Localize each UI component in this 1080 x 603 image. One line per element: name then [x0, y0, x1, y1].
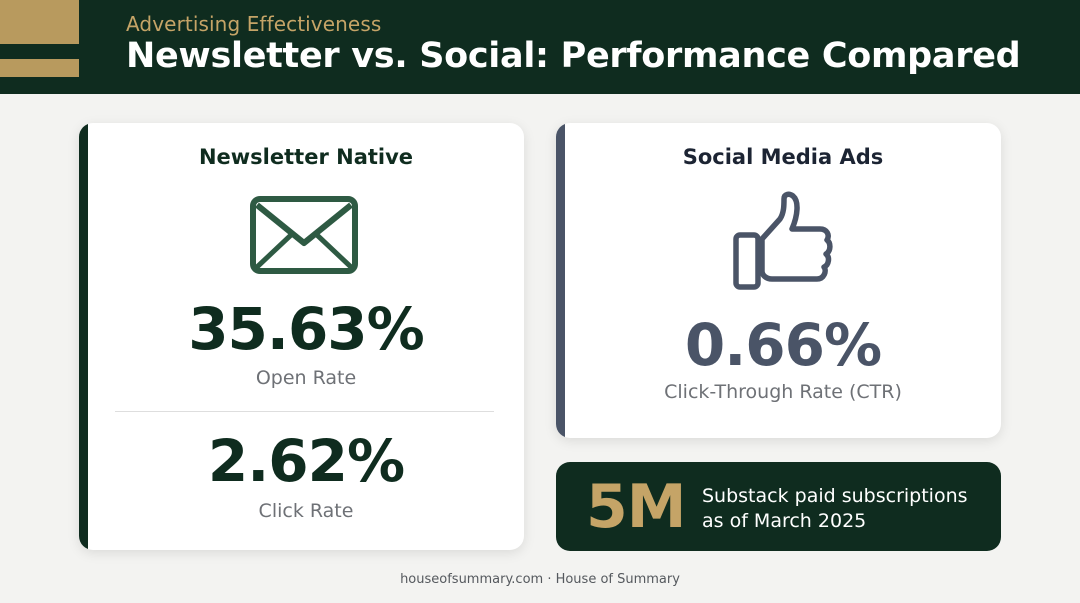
stat-value: 5M [586, 472, 686, 542]
page-title: Newsletter vs. Social: Performance Compa… [126, 36, 1021, 76]
thumbs-up-icon [732, 191, 834, 291]
header-band: Advertising Effectiveness Newsletter vs.… [0, 0, 1080, 94]
newsletter-card-accent [79, 123, 88, 550]
header-kicker: Advertising Effectiveness [126, 12, 382, 36]
ctr-label: Click-Through Rate (CTR) [664, 381, 902, 403]
header-gold-bar-bottom [0, 59, 79, 77]
stat-callout: 5M Substack paid subscriptions as of Mar… [556, 462, 1001, 551]
open-rate-value: 35.63% [188, 295, 425, 363]
newsletter-divider [115, 411, 494, 412]
header-gold-bar-top [0, 0, 79, 44]
social-card-title: Social Media Ads [682, 145, 884, 169]
open-rate-label: Open Rate [255, 367, 357, 389]
social-card-accent [556, 123, 565, 438]
social-card: Social Media Ads 0.66% Click-Through Rat… [556, 123, 1001, 438]
envelope-icon [249, 195, 359, 275]
newsletter-card: Newsletter Native 35.63% Open Rate 2.62%… [79, 123, 524, 550]
click-rate-label: Click Rate [258, 500, 354, 522]
click-rate-value: 2.62% [207, 427, 405, 495]
footer-credit: houseofsummary.com · House of Summary [400, 572, 680, 587]
newsletter-card-title: Newsletter Native [198, 145, 414, 169]
ctr-value: 0.66% [684, 311, 882, 379]
stat-text: Substack paid subscriptions as of March … [702, 485, 968, 532]
